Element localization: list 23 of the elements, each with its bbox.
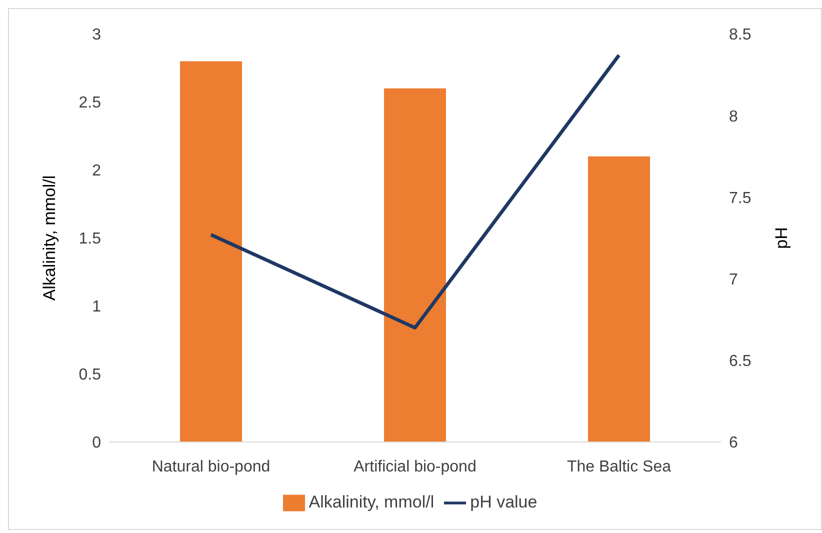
y2-tick-label: 7.5	[729, 190, 752, 207]
y2-axis-title: pH	[772, 227, 792, 249]
y-tick-label: 1.5	[78, 230, 102, 248]
y-tick-label: 3	[92, 26, 102, 44]
y2-tick-label: 7	[729, 271, 738, 288]
y-tick-label: 0	[92, 434, 102, 452]
bar	[180, 61, 242, 442]
bar	[588, 156, 650, 442]
x-tick-label: Artificial bio-pond	[354, 458, 476, 476]
y2-tick-label: 6.5	[729, 353, 752, 370]
y-tick-label: 2	[92, 162, 102, 180]
y2-tick-label: 8	[729, 108, 738, 126]
legend-label: pH value	[470, 492, 538, 512]
x-tick-label: The Baltic Sea	[566, 458, 672, 476]
y-tick-label: 1	[92, 298, 102, 316]
legend-label: Alkalinity, mmol/l	[308, 492, 434, 512]
y-tick-label: 0.5	[78, 366, 102, 384]
y2-tick-label: 8.5	[729, 26, 752, 44]
y-tick-label: 2.5	[78, 94, 102, 112]
x-tick-label: Natural bio-pond	[152, 458, 270, 476]
y-axis-title: Alkalinity, mmol/l	[40, 175, 60, 301]
y2-tick-label: 6	[729, 434, 738, 452]
bar	[384, 88, 446, 442]
